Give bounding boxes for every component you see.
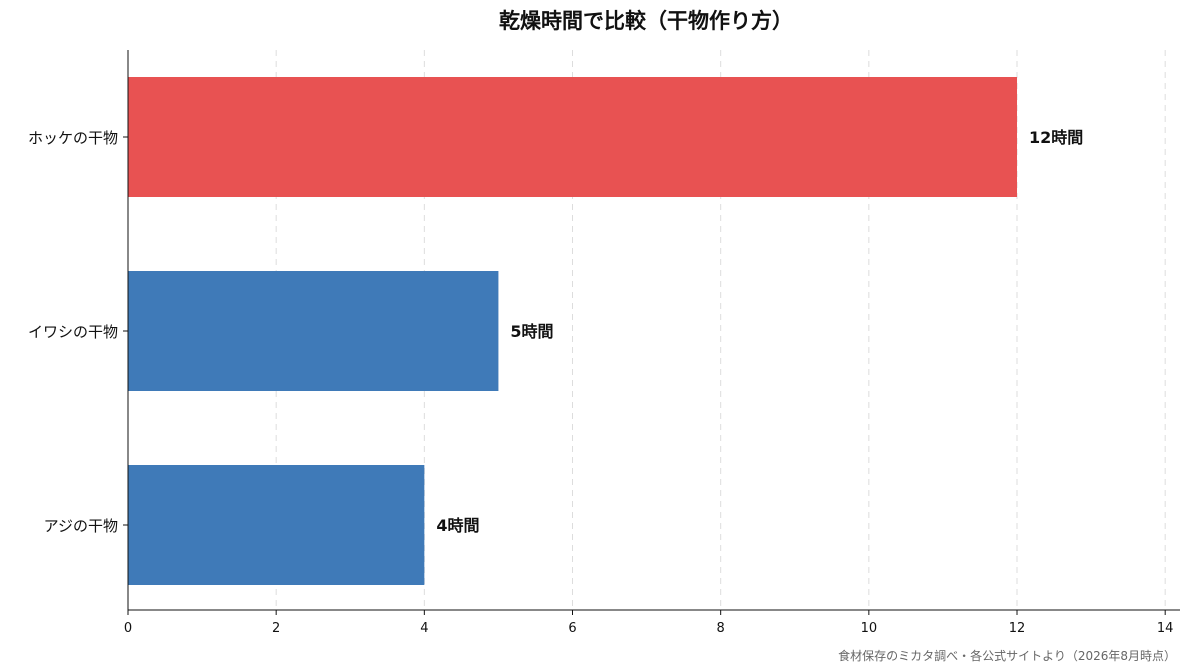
bar-0	[128, 77, 1018, 197]
x-tick-label-0: 0	[124, 621, 132, 636]
x-tick-label-6: 12	[1009, 621, 1026, 636]
category-label-2: アジの干物	[44, 517, 118, 535]
bar-2	[128, 465, 425, 585]
x-tick-label-5: 10	[861, 621, 878, 636]
x-tick-label-2: 4	[420, 621, 428, 636]
x-tick-label-7: 14	[1157, 621, 1174, 636]
category-label-0: ホッケの干物	[28, 129, 118, 147]
bar-1	[128, 271, 499, 391]
source-note: 食材保存のミカタ調べ・各公式サイトより（2026年8月時点）	[838, 648, 1176, 663]
x-tick-label-4: 8	[717, 621, 725, 636]
x-tick-label-3: 6	[568, 621, 576, 636]
x-tick-label-1: 2	[272, 621, 280, 636]
chart-title: 乾燥時間で比較（干物作り方）	[499, 9, 793, 33]
data-label-2: 4時間	[436, 516, 479, 535]
data-label-1: 5時間	[510, 322, 553, 341]
axes	[123, 50, 1180, 615]
category-label-1: イワシの干物	[28, 323, 118, 341]
data-label-0: 12時間	[1029, 128, 1083, 147]
bars	[128, 77, 1018, 585]
